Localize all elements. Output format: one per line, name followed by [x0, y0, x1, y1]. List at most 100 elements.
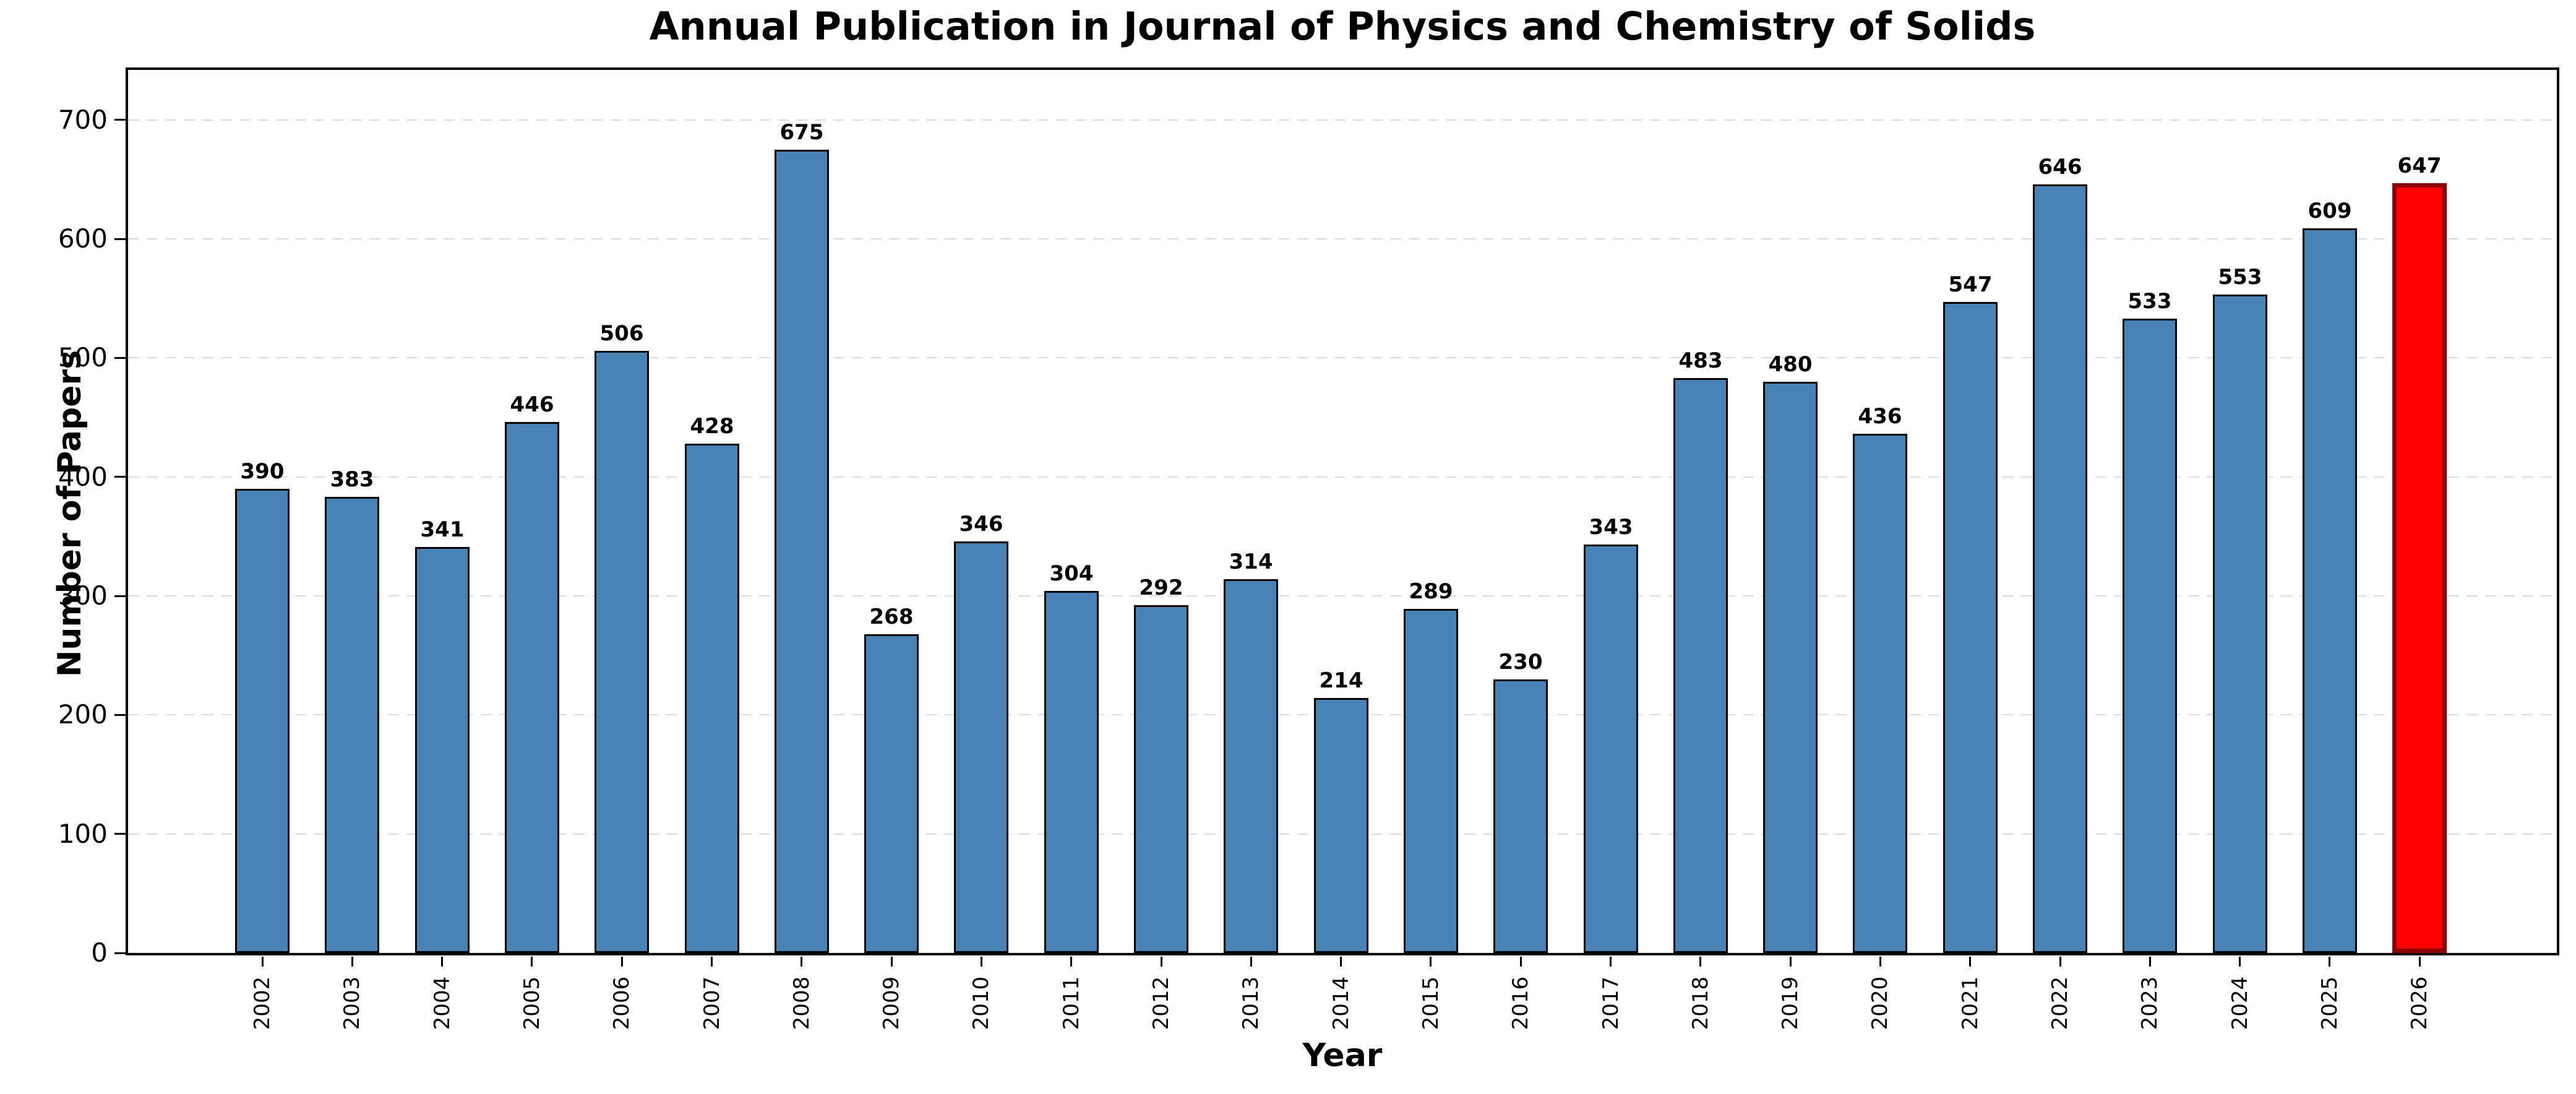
- x-tick-mark: [1790, 957, 1792, 967]
- x-tick-mark: [1699, 957, 1701, 967]
- bar: [1404, 609, 1458, 953]
- bar: [1584, 545, 1638, 953]
- bar: [325, 497, 379, 953]
- bar-value-label: 268: [869, 605, 914, 629]
- bar-value-label: 646: [2038, 155, 2082, 179]
- x-tick-label: 2011: [1059, 976, 1084, 1030]
- x-tick-mark: [262, 957, 264, 967]
- bar-value-label: 446: [510, 392, 554, 417]
- bar-value-label: 343: [1589, 515, 1633, 540]
- bar: [1134, 605, 1188, 953]
- x-tick-mark: [2059, 957, 2061, 967]
- x-tick-mark: [1520, 957, 1522, 967]
- x-tick-mark: [801, 957, 802, 967]
- x-tick-label: 2007: [700, 976, 724, 1030]
- x-tick-mark: [1430, 957, 1432, 967]
- y-tick-label: 700: [58, 105, 108, 135]
- x-tick-mark: [2419, 957, 2421, 967]
- bar-value-label: 230: [1498, 650, 1543, 674]
- x-tick-label: 2024: [2228, 976, 2252, 1030]
- x-tick-mark: [1879, 957, 1881, 967]
- bar-value-label: 292: [1139, 575, 1183, 600]
- x-tick-label: 2009: [879, 976, 904, 1030]
- x-tick-mark: [1610, 957, 1612, 967]
- bar-value-label: 609: [2308, 199, 2352, 223]
- y-tick-label: 300: [58, 580, 108, 611]
- bar-value-label: 289: [1409, 579, 1453, 604]
- y-tick-label: 500: [58, 342, 108, 373]
- bar: [954, 541, 1008, 953]
- x-tick-label: 2017: [1599, 976, 1623, 1030]
- gridline: [128, 476, 2557, 478]
- bar: [2123, 319, 2177, 953]
- bar-value-label: 304: [1049, 561, 1094, 586]
- x-tick-label: 2002: [250, 976, 275, 1030]
- chart-title: Annual Publication in Journal of Physics…: [649, 4, 2036, 49]
- y-tick-mark: [114, 476, 126, 478]
- bar: [2303, 228, 2357, 953]
- bar: [1044, 591, 1099, 953]
- bar-value-label: 314: [1229, 549, 1273, 574]
- bar: [595, 351, 649, 953]
- x-tick-label: 2010: [969, 976, 994, 1030]
- x-tick-label: 2023: [2137, 976, 2162, 1030]
- bar-value-label: 553: [2218, 265, 2262, 290]
- y-tick-mark: [114, 595, 126, 597]
- bar: [415, 547, 470, 953]
- y-tick-mark: [114, 119, 126, 121]
- bar-value-label: 390: [240, 459, 285, 484]
- plot-area: 390 383 341 446 506 428 675 268 346 304 292 314 214 2…: [126, 67, 2559, 955]
- x-tick-label: 2020: [1868, 976, 1892, 1030]
- gridline: [128, 119, 2557, 121]
- bar-value-label: 533: [2127, 289, 2172, 314]
- x-tick-mark: [981, 957, 982, 967]
- y-tick-label: 400: [58, 462, 108, 492]
- bar-highlighted: [2392, 183, 2447, 953]
- x-tick-mark: [2329, 957, 2330, 967]
- bar: [864, 634, 919, 953]
- x-tick-mark: [621, 957, 623, 967]
- bar: [1493, 679, 1548, 953]
- x-tick-mark: [351, 957, 353, 967]
- x-tick-label: 2012: [1149, 976, 1174, 1030]
- x-tick-label: 2025: [2317, 976, 2342, 1030]
- x-tick-label: 2021: [1958, 976, 1983, 1030]
- bar-value-label: 383: [330, 467, 374, 492]
- bar-value-label: 647: [2397, 153, 2442, 178]
- bar-value-label: 480: [1768, 352, 1813, 377]
- gridline: [128, 238, 2557, 239]
- x-tick-mark: [1969, 957, 1971, 967]
- x-tick-label: 2005: [520, 976, 544, 1030]
- x-axis-label: Year: [1302, 1037, 1383, 1074]
- x-tick-mark: [1340, 957, 1342, 967]
- gridline: [128, 595, 2557, 597]
- bar: [1673, 378, 1728, 953]
- x-tick-label: 2018: [1688, 976, 1713, 1030]
- y-tick-label: 200: [58, 699, 108, 730]
- x-tick-label: 2004: [430, 976, 455, 1030]
- bar: [685, 444, 739, 953]
- bar: [1853, 434, 1907, 953]
- bar-value-label: 547: [1948, 272, 1993, 297]
- x-tick-mark: [1161, 957, 1162, 967]
- x-tick-mark: [711, 957, 713, 967]
- x-tick-mark: [531, 957, 533, 967]
- bar-value-label: 483: [1678, 348, 1723, 373]
- bar: [2213, 295, 2267, 953]
- y-tick-label: 0: [91, 937, 108, 968]
- x-tick-label: 2003: [340, 976, 364, 1030]
- gridline: [128, 357, 2557, 358]
- y-tick-label: 600: [58, 223, 108, 254]
- bar-value-label: 428: [690, 414, 734, 439]
- bar-value-label: 436: [1858, 404, 1902, 429]
- y-axis-label: Number of Papers: [51, 350, 88, 678]
- bar: [505, 422, 559, 953]
- bar: [1763, 382, 1818, 953]
- x-tick-label: 2019: [1778, 976, 1803, 1030]
- x-tick-label: 2014: [1329, 976, 1354, 1030]
- x-tick-mark: [2239, 957, 2241, 967]
- bar: [1224, 579, 1278, 953]
- x-tick-mark: [441, 957, 443, 967]
- y-tick-label: 100: [58, 819, 108, 849]
- x-tick-mark: [891, 957, 893, 967]
